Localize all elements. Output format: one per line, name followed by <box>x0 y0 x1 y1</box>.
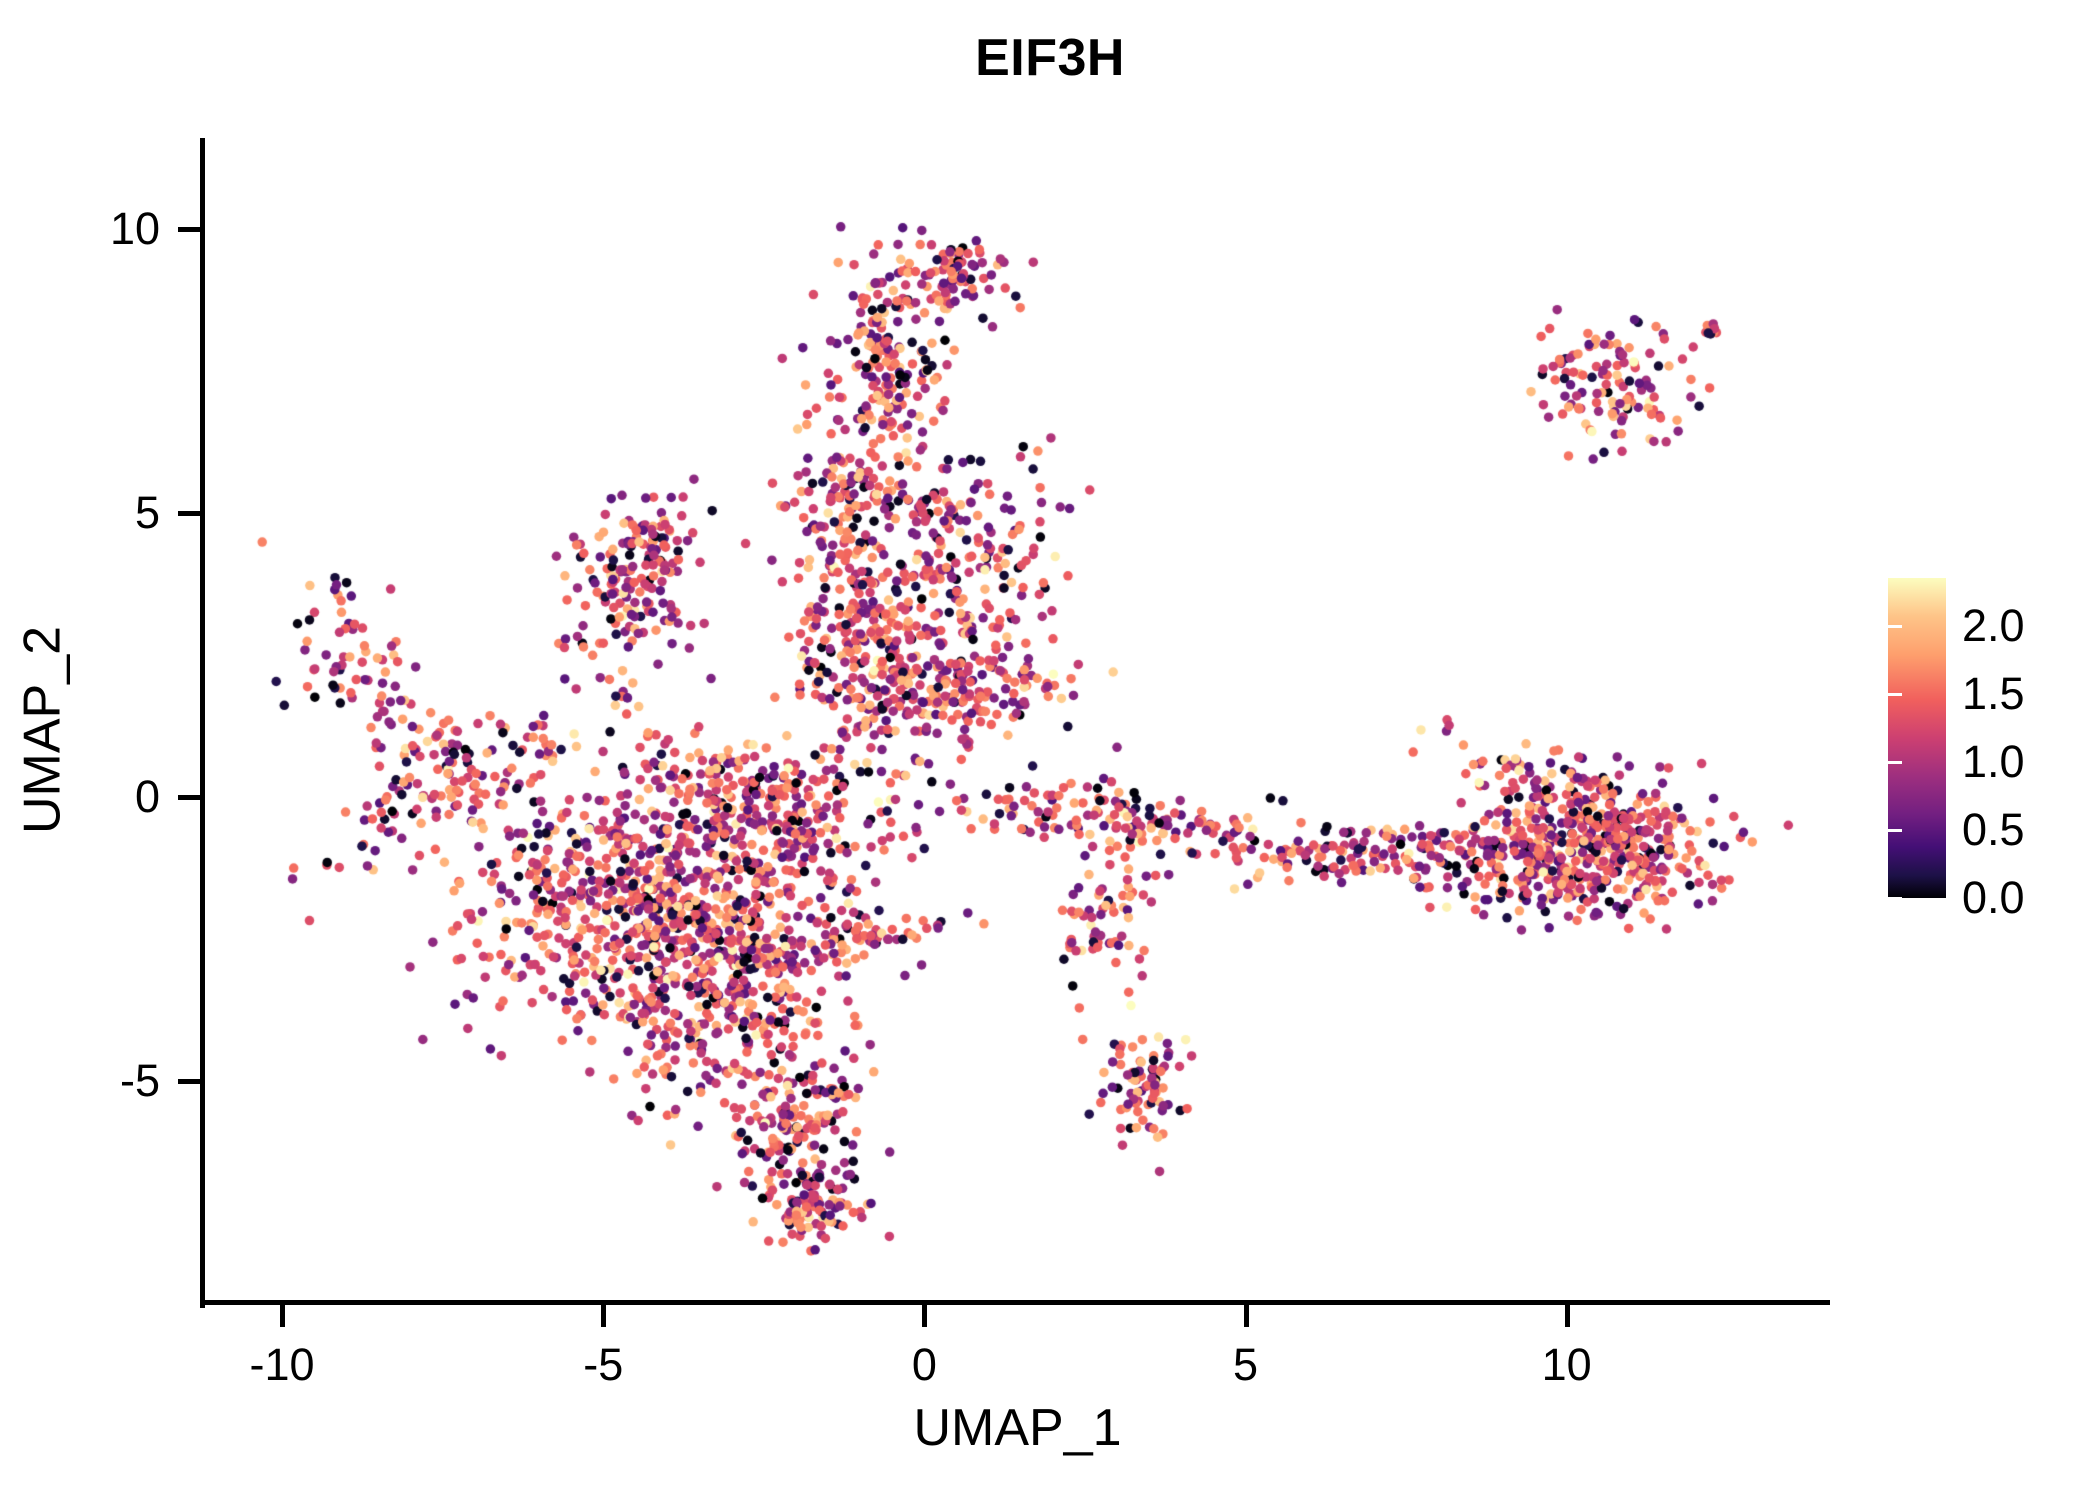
colorbar-tick-label: 1.0 <box>1962 735 2025 787</box>
x-tick-mark <box>280 1305 286 1327</box>
x-tick-label: 5 <box>1232 1339 1259 1390</box>
colorbar-tick-mark <box>1888 828 1902 832</box>
colorbar-tick-mark <box>2074 828 2088 832</box>
y-tick-mark <box>178 511 200 517</box>
colorbar-tick-mark <box>2074 897 2088 900</box>
x-axis-title: UMAP_1 <box>913 1399 1122 1457</box>
colorbar-tick-mark <box>1888 897 1902 900</box>
y-axis-line <box>200 138 205 1308</box>
y-tick-label: -5 <box>119 1055 160 1107</box>
x-axis-line <box>200 1300 1830 1305</box>
x-tick-mark <box>601 1305 607 1327</box>
colorbar-tick-mark <box>2074 692 2088 696</box>
y-tick-label: 10 <box>109 202 160 254</box>
y-axis-title: UMAP_2 <box>13 625 72 835</box>
y-tick-mark <box>178 1079 200 1085</box>
colorbar-legend: 2.0 1.5 1.0 0.5 0.0 <box>1888 578 2088 920</box>
x-tick-mark <box>1243 1305 1249 1327</box>
x-tick-label: -5 <box>583 1339 624 1390</box>
page-title: EIF3H <box>975 29 1125 87</box>
x-tick-label: 0 <box>911 1339 937 1390</box>
x-tick-label: -10 <box>249 1339 315 1390</box>
y-tick-label: 5 <box>134 487 160 539</box>
y-tick-mark <box>178 226 200 232</box>
scatter-points-layer <box>205 138 1830 1303</box>
colorbar-tick-mark <box>2074 624 2088 628</box>
colorbar-gradient <box>1888 578 1946 898</box>
plot-panel <box>205 138 1830 1303</box>
x-tick-label: 10 <box>1541 1339 1592 1390</box>
y-tick-label: 0 <box>134 771 160 823</box>
colorbar-tick-label: 0.0 <box>1962 872 2025 923</box>
x-tick-mark <box>1564 1305 1570 1327</box>
colorbar-tick-mark <box>1888 760 1902 764</box>
colorbar-tick-label: 2.0 <box>1962 599 2025 651</box>
colorbar-tick-mark <box>1888 624 1902 628</box>
x-tick-mark <box>922 1305 928 1327</box>
y-tick-mark <box>178 795 200 801</box>
colorbar-tick-label: 0.5 <box>1962 803 2025 855</box>
colorbar-tick-label: 1.5 <box>1962 667 2025 719</box>
colorbar-tick-mark <box>2074 760 2088 764</box>
colorbar-tick-mark <box>1888 692 1902 696</box>
